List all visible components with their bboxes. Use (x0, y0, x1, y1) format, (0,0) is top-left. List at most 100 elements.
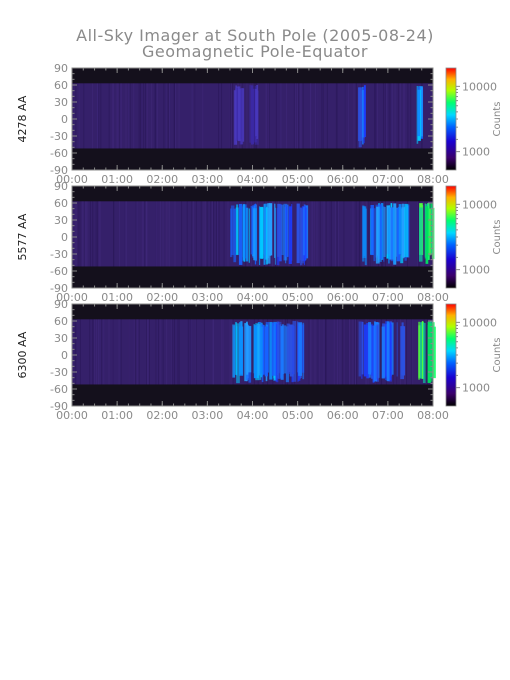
aurora-streak (297, 204, 300, 264)
aurora-streak (235, 322, 236, 375)
colorbar-tick-label: 1000 (462, 382, 490, 395)
aurora-streak (376, 324, 379, 378)
aurora-streak (236, 207, 239, 255)
x-tick-label: 02:00 (146, 173, 178, 186)
x-tick-label: 08:00 (417, 291, 449, 304)
aurora-streak (289, 206, 292, 264)
aurora-streak (359, 322, 361, 377)
colorbar-label: Counts (492, 220, 503, 255)
aurora-streak (364, 324, 367, 376)
panel-3: 9060300-30-60-9000:00 01:00 02:00 03:00 04:0… (16, 298, 503, 422)
aurora-streak (391, 207, 393, 261)
y-tick-label: -60 (50, 265, 68, 278)
x-tick-label: 04:00 (237, 409, 269, 422)
x-tick-label: 02:00 (146, 291, 178, 304)
aurora-streak (239, 322, 242, 374)
colorbar (446, 68, 456, 170)
aurora-streak (257, 324, 260, 375)
aurora-streak (393, 208, 395, 263)
aurora-streak (426, 208, 429, 256)
colorbar-tick-label: 10000 (462, 198, 497, 211)
x-tick-label: 01:00 (101, 291, 133, 304)
aurora-streak (364, 85, 366, 137)
y-tick-label: 30 (54, 96, 68, 109)
aurora-streak (233, 209, 236, 263)
panel-2: 9060300-30-60-9000:00 01:00 02:00 03:00 04:0… (16, 180, 503, 304)
aurora-streak (264, 204, 266, 264)
x-tick-label: 05:00 (282, 291, 314, 304)
y-tick-label: -30 (50, 248, 68, 261)
aurora-streak (370, 205, 373, 255)
colorbar-label: Counts (492, 102, 503, 137)
aurora-streak (243, 205, 246, 260)
aurora-streak (417, 87, 420, 136)
aurora-streak (255, 89, 256, 136)
aurora-streak (371, 324, 373, 376)
aurora-streak (239, 204, 242, 265)
aurora-streak (277, 204, 280, 257)
aurora-streak (254, 325, 258, 378)
aurora-streak (233, 325, 235, 377)
y-tick-label: 60 (54, 315, 68, 328)
y-tick-label: -60 (50, 383, 68, 396)
x-tick-label: 06:00 (327, 291, 359, 304)
x-tick-label: 03:00 (192, 291, 224, 304)
aurora-streak (274, 204, 276, 258)
aurora-streak (276, 323, 277, 382)
colorbar (446, 304, 456, 406)
colorbar-label: Counts (492, 338, 503, 373)
aurora-streak (397, 322, 398, 376)
x-tick-label: 03:00 (192, 173, 224, 186)
aurora-streak (382, 327, 385, 379)
x-tick-label: 06:00 (327, 409, 359, 422)
aurora-streak (260, 207, 262, 257)
x-tick-label: 07:00 (372, 173, 404, 186)
y-tick-label: 0 (61, 231, 68, 244)
aurora-streak (246, 208, 248, 262)
x-tick-label: 04:00 (237, 173, 269, 186)
aurora-streak (265, 326, 268, 376)
aurora-streak (376, 207, 380, 264)
y-tick-label: -30 (50, 366, 68, 379)
x-tick-label: 08:00 (417, 173, 449, 186)
x-tick-label: 08:00 (417, 409, 449, 422)
y-tick-label: -30 (50, 130, 68, 143)
aurora-streak (423, 323, 426, 383)
x-tick-label: 00:00 (56, 409, 88, 422)
x-tick-label: 07:00 (372, 409, 404, 422)
aurora-streak (404, 204, 408, 257)
aurora-streak (281, 205, 284, 255)
aurora-streak (284, 325, 286, 373)
y-tick-label: 30 (54, 214, 68, 227)
aurora-streak (387, 321, 390, 381)
aurora-streak (251, 89, 254, 144)
aurora-streak (254, 208, 257, 260)
aurora-streak (369, 326, 371, 377)
aurora-streak (383, 207, 385, 257)
aurora-streak (267, 203, 270, 263)
y-tick-label: 0 (61, 113, 68, 126)
y-tick-label: 60 (54, 197, 68, 210)
aurora-streak (363, 206, 365, 256)
aurora-streak (419, 207, 423, 261)
y-axis-label: 4278 AA (16, 95, 29, 142)
x-tick-label: 03:00 (192, 409, 224, 422)
aurora-streak (401, 326, 405, 375)
aurora-streak (281, 326, 284, 380)
x-tick-label: 01:00 (101, 409, 133, 422)
x-tick-label: 07:00 (372, 291, 404, 304)
aurora-streak (292, 321, 296, 382)
aurora-streak (361, 322, 363, 374)
y-tick-label: 30 (54, 332, 68, 345)
panel-1: 9060300-30-60-9000:00 01:00 02:00 03:00 04:0… (16, 62, 503, 186)
x-tick-label: 05:00 (282, 409, 314, 422)
aurora-streak (418, 322, 420, 380)
y-tick-label: 90 (54, 298, 68, 311)
colorbar-tick-label: 1000 (462, 146, 490, 159)
aurora-streak (249, 208, 250, 262)
colorbar-tick-label: 10000 (462, 80, 497, 93)
aurora-streak (230, 208, 232, 257)
y-tick-label: 90 (54, 180, 68, 193)
colorbar-tick-label: 1000 (462, 264, 490, 277)
x-tick-label: 04:00 (237, 291, 269, 304)
